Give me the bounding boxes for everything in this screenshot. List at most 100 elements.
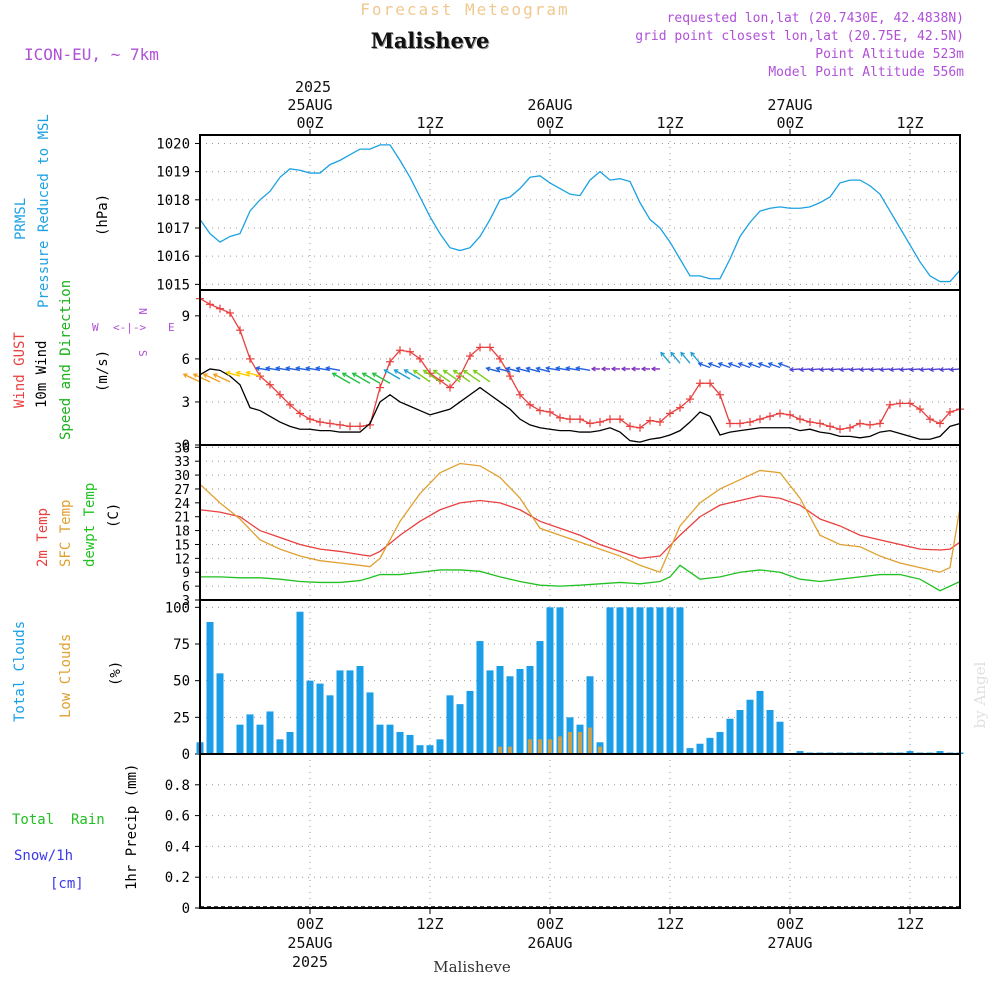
gust-marker (396, 346, 404, 355)
gust-marker (656, 418, 664, 427)
wind-arrow (680, 352, 691, 364)
temp-unit: (C) (106, 503, 122, 528)
bottom-hour-label: 00Z (776, 915, 803, 933)
wind-arrow (879, 368, 891, 371)
wind-arrow (526, 367, 541, 373)
wind-arrow (384, 369, 401, 380)
panel-clouds: 0 25 50 75 100 (165, 599, 964, 763)
ytick-label: 75 (173, 637, 190, 653)
gust-marker (636, 423, 644, 432)
wind-arrow-head (545, 365, 551, 372)
series-2m-temp (199, 495, 961, 560)
precip-unit: 1hr Precip (mm) (124, 764, 140, 890)
wind-arrow (394, 369, 411, 380)
ytick-label: 21 (174, 511, 190, 526)
gust-marker (706, 379, 714, 388)
gust-marker (516, 390, 524, 399)
wind-arrow-head (275, 365, 281, 372)
bar-total-clouds (636, 607, 644, 754)
gust-marker (946, 407, 954, 416)
wind-arrow (728, 362, 741, 369)
wind-arrow-head (680, 351, 685, 357)
gust-marker (586, 419, 594, 428)
cloud-labels: Total Clouds Low Clouds (%) (12, 621, 124, 722)
wind-arrow (326, 367, 341, 372)
wind-arrow (332, 372, 351, 384)
wind-arrow (506, 367, 521, 373)
wind-arrow-head (878, 366, 884, 373)
wind-arrow-head (515, 366, 521, 372)
ytick-label: 15 (174, 538, 190, 553)
gust-marker (916, 405, 924, 414)
bar-total-clouds (776, 721, 784, 754)
bar-total-clouds (356, 666, 364, 754)
gust-marker (566, 415, 574, 424)
gust-marker (266, 380, 274, 389)
bottom-year: 2025 (292, 953, 328, 971)
top-year: 2025 (295, 78, 331, 96)
gust-marker (286, 400, 294, 409)
gust-marker (216, 304, 224, 313)
snow-label: Snow/1h (14, 848, 73, 864)
clouds-unit: (%) (108, 661, 124, 686)
bar-total-clouds (256, 724, 264, 754)
gust-marker (326, 419, 334, 428)
wind-arrow-head (640, 366, 646, 372)
wind-arrow (768, 362, 781, 369)
gust-marker (876, 419, 884, 428)
bar-total-clouds (626, 607, 634, 754)
bar-total-clouds (446, 695, 454, 754)
bar-total-clouds (346, 670, 354, 754)
compass-e: E (168, 321, 175, 334)
gust-marker (556, 413, 564, 422)
bar-total-clouds (646, 607, 654, 754)
wind-arrow (660, 352, 671, 364)
wind-dir-label: Speed and Direction (58, 280, 74, 440)
wind-arrow-head (412, 369, 418, 375)
wind-arrow-head (590, 366, 596, 372)
wind-arrow-head (868, 366, 874, 373)
bar-total-clouds (216, 673, 224, 754)
wind-arrow (536, 367, 551, 373)
gust-marker (676, 403, 684, 412)
compass-n: N (136, 308, 149, 315)
wind-arrow-head (403, 369, 409, 374)
wind-arrow-head (908, 366, 914, 373)
wind10-label: 10m Wind (34, 341, 50, 408)
wind-arrow-head (630, 366, 636, 372)
gust-marker (486, 343, 494, 352)
wind-arrow-head (325, 365, 331, 372)
wind-arrow (738, 362, 751, 369)
wind-arrow (748, 362, 761, 369)
wind-arrow (869, 368, 881, 371)
watermark: by Angel (971, 661, 989, 728)
low-clouds-label: Low Clouds (58, 634, 74, 718)
panel-frame (199, 753, 961, 909)
gust-marker (666, 409, 674, 418)
wind-arrow-head (707, 362, 713, 367)
wind-arrow-head (888, 366, 894, 373)
wind-arrow (246, 371, 261, 377)
gust-marker (736, 419, 744, 428)
wind-arrow (698, 362, 711, 369)
wind-arrow (758, 362, 771, 369)
gust-marker (816, 419, 824, 428)
bar-low-clouds (588, 727, 592, 754)
pressure-unit: (hPa) (95, 194, 111, 236)
bar-total-clouds (726, 718, 734, 754)
gust-marker (756, 415, 764, 424)
ytick-label: 0.2 (165, 870, 190, 886)
bar-total-clouds (756, 690, 764, 754)
gust-marker (786, 410, 794, 419)
bar-low-clouds (558, 736, 562, 754)
top-date-label: 25AUG (287, 96, 332, 114)
ytick-label: 9 (182, 309, 190, 325)
bar-total-clouds (316, 683, 324, 754)
ytick-label: 27 (174, 483, 190, 498)
wind-arrow (362, 372, 381, 384)
gust-marker (766, 412, 774, 421)
gust-marker (726, 419, 734, 428)
ytick-label: 0 (182, 747, 190, 763)
